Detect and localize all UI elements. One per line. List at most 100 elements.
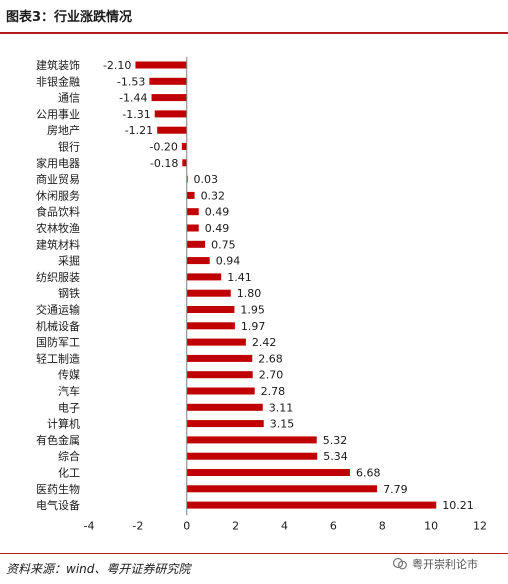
data-label-24: 5.34 (323, 450, 348, 463)
category-label-23: 有色金属 (36, 433, 80, 447)
data-label-9: 0.49 (205, 206, 230, 219)
footer-rule (0, 553, 508, 554)
category-label-26: 医药生物 (36, 482, 80, 496)
category-label-4: 房地产 (47, 123, 80, 137)
bar-22 (186, 420, 264, 428)
bar-11 (186, 240, 206, 248)
data-label-11: 0.75 (211, 238, 236, 251)
bar-16 (186, 322, 235, 330)
category-label-22: 计算机 (47, 417, 80, 431)
bar-8 (186, 191, 195, 199)
bar-15 (186, 306, 235, 313)
bar-18 (186, 354, 253, 362)
category-label-6: 家用电器 (36, 156, 80, 170)
x-tick-label-0: -4 (84, 519, 95, 532)
category-label-14: 钢铁 (58, 287, 80, 300)
category-label-17: 国防军工 (36, 335, 80, 349)
bar-23 (186, 436, 317, 444)
bar-1 (149, 77, 187, 85)
category-label-12: 采掘 (58, 254, 80, 268)
bar-25 (186, 469, 350, 476)
x-tick-label-1: -2 (132, 519, 143, 532)
category-label-13: 纺织服装 (36, 270, 80, 284)
bar-9 (186, 208, 199, 216)
category-label-11: 建筑材料 (36, 237, 80, 251)
category-label-15: 交通运输 (36, 303, 80, 317)
data-label-16: 1.97 (241, 320, 266, 333)
data-label-23: 5.32 (323, 434, 348, 447)
category-label-18: 轻工制造 (36, 351, 80, 365)
data-label-12: 0.94 (216, 255, 241, 268)
category-label-20: 汽车 (58, 384, 80, 398)
bar-10 (186, 224, 199, 232)
category-label-16: 机械设备 (36, 319, 80, 333)
data-label-6: -0.18 (150, 157, 178, 170)
bar-5 (181, 143, 187, 150)
category-label-21: 电子 (58, 401, 80, 414)
data-label-5: -0.20 (149, 141, 177, 154)
source-note: 资料来源：wind、粤开证券研究院 (6, 562, 191, 576)
data-label-25: 6.68 (356, 467, 381, 480)
x-tick-label-6: 8 (379, 519, 386, 532)
x-tick-label-7: 10 (424, 519, 438, 532)
category-label-2: 通信 (58, 92, 80, 105)
data-label-10: 0.49 (205, 222, 230, 235)
wechat-icon (392, 557, 407, 570)
bar-13 (186, 273, 222, 281)
category-label-0: 建筑装饰 (36, 58, 80, 72)
category-label-1: 非银金融 (36, 74, 80, 88)
x-tick-label-8: 12 (473, 519, 487, 532)
figure-title: 图表3：行业涨跌情况 (6, 10, 133, 25)
data-label-0: -2.10 (103, 59, 131, 72)
bar-6 (182, 159, 187, 167)
bar-12 (186, 257, 210, 265)
bar-0 (135, 61, 187, 69)
watermark-text: 粤开崇利论市 (412, 558, 478, 571)
x-tick-label-4: 4 (281, 519, 288, 532)
category-label-25: 化工 (58, 466, 80, 480)
bar-3 (154, 110, 187, 118)
category-label-19: 传媒 (58, 369, 80, 382)
data-label-22: 3.15 (270, 418, 295, 431)
bar-26 (186, 485, 378, 493)
data-label-27: 10.21 (442, 499, 474, 512)
category-label-24: 综合 (58, 449, 80, 463)
bar-21 (186, 403, 263, 411)
bar-14 (186, 289, 231, 297)
data-label-13: 1.41 (227, 271, 252, 284)
category-label-8: 休闲服务 (36, 188, 80, 202)
data-label-7: 0.03 (193, 173, 218, 186)
bar-27 (186, 501, 437, 509)
data-label-4: -1.21 (125, 124, 153, 137)
x-tick-label-3: 2 (232, 519, 239, 532)
bar-19 (186, 371, 253, 379)
x-tick-label-2: 0 (183, 519, 190, 532)
data-label-8: 0.32 (201, 189, 226, 202)
bar-24 (186, 452, 318, 460)
bar-2 (151, 94, 187, 102)
category-label-7: 商业贸易 (36, 172, 80, 186)
watermark: 粤开崇利论市 (392, 556, 478, 572)
data-label-14: 1.80 (237, 287, 261, 300)
bar-chart: 建筑装饰 -2.10 非银金融 -1.53 通信 -1.44 公用事业 -1.31 房地产 -1.… (36, 56, 487, 532)
data-label-1: -1.53 (117, 75, 145, 88)
category-label-27: 电气设备 (36, 498, 80, 512)
data-label-21: 3.11 (269, 401, 294, 414)
data-label-3: -1.31 (122, 108, 150, 121)
category-label-10: 农林牧渔 (36, 221, 80, 235)
data-label-15: 1.95 (240, 304, 265, 317)
data-label-26: 7.79 (383, 483, 408, 496)
x-tick-label-5: 6 (330, 519, 337, 532)
data-label-17: 2.42 (252, 336, 276, 349)
data-label-18: 2.68 (258, 352, 283, 365)
data-label-19: 2.70 (259, 369, 284, 382)
data-label-20: 2.78 (261, 385, 286, 398)
data-label-2: -1.44 (119, 92, 147, 105)
title-rule (0, 32, 508, 34)
bar-17 (186, 338, 246, 346)
bar-20 (186, 387, 255, 395)
category-label-5: 银行 (58, 140, 80, 154)
category-label-3: 公用事业 (36, 108, 80, 121)
category-label-9: 食品饮料 (36, 205, 80, 219)
bar-4 (157, 126, 187, 134)
